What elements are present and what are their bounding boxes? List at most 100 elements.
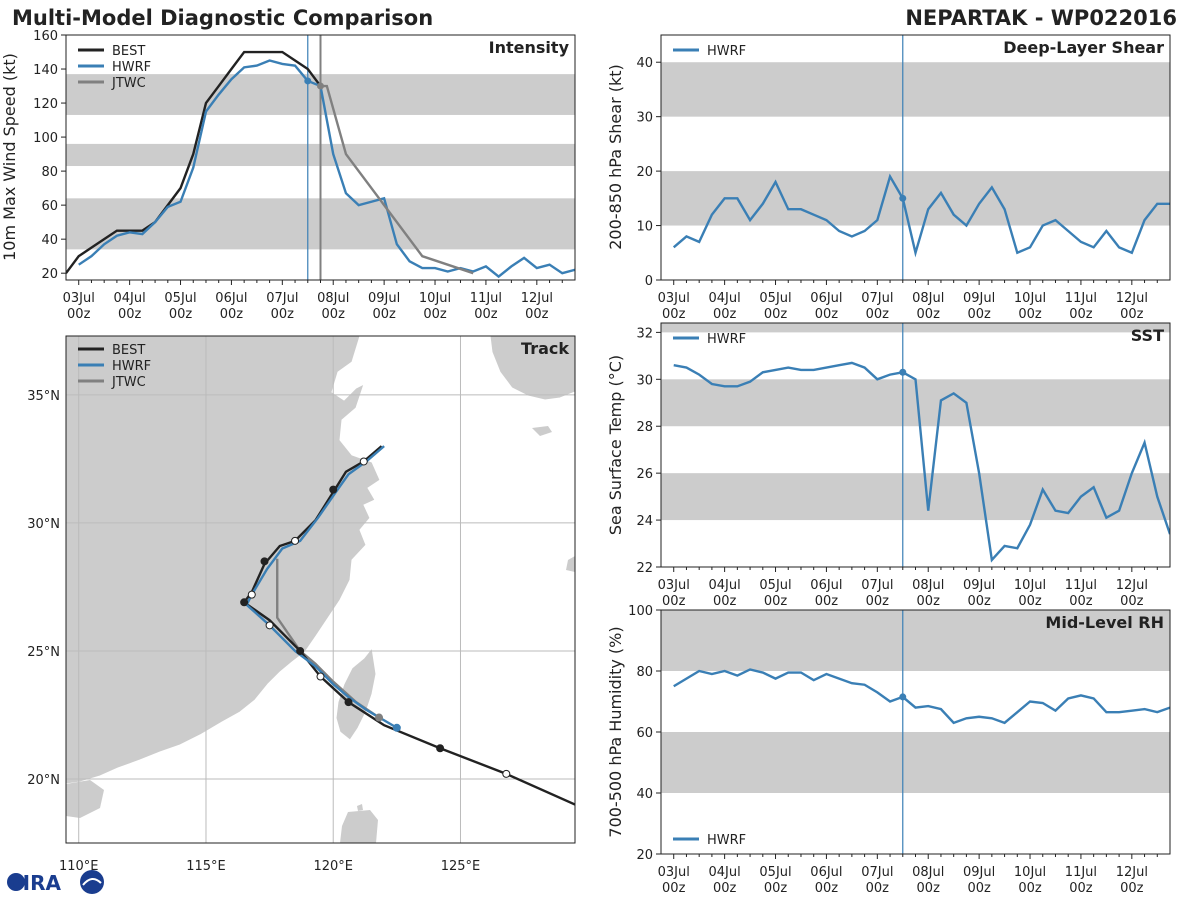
rh-xtick-sublabel: 00z [1120, 881, 1144, 896]
intensity-series-best [66, 50, 322, 274]
sst-xtick-label: 04Jul [709, 578, 741, 593]
rh-band [661, 610, 1170, 671]
track-point-best [240, 598, 249, 607]
intensity-xtick-label: 09Jul [368, 291, 400, 306]
logo-text: CIRA [8, 871, 62, 895]
track-point-best [247, 590, 256, 599]
intensity-xtick-label: 08Jul [317, 291, 349, 306]
rh-xtick-label: 11Jul [1065, 865, 1097, 880]
shear-xtick-label: 03Jul [658, 291, 690, 306]
rh-band [661, 732, 1170, 793]
shear-xtick-sublabel: 00z [917, 307, 941, 322]
rh-ytick-label: 60 [636, 726, 653, 741]
intensity-ytick-label: 40 [41, 233, 58, 248]
rh-xtick-sublabel: 00z [1069, 881, 1093, 896]
rh-series-hwrf [673, 668, 1170, 725]
intensity-series-jtwc [320, 84, 474, 275]
shear-xtick-sublabel: 00z [764, 307, 788, 322]
intensity-xtick-sublabel: 00z [372, 307, 396, 322]
sst-xtick-label: 11Jul [1065, 578, 1097, 593]
shear-ytick-label: 10 [636, 220, 653, 235]
intensity-xtick-sublabel: 00z [169, 307, 193, 322]
korea-land [489, 336, 575, 401]
sst-xtick-label: 08Jul [912, 578, 944, 593]
intensity-xtick-label: 04Jul [114, 291, 146, 306]
sst-frame [660, 322, 1171, 568]
shear-ytick-label: 30 [636, 111, 653, 126]
rh-xtick-label: 04Jul [709, 865, 741, 880]
intensity-ytick-label: 140 [33, 63, 58, 78]
shear-xtick-label: 07Jul [861, 291, 893, 306]
sst-series-hwrf [673, 361, 1170, 563]
rh-xtick-sublabel: 00z [917, 881, 941, 896]
sst-xtick-sublabel: 00z [662, 594, 686, 609]
jeju-land [532, 426, 552, 436]
shear-ylabel: 200-850 hPa Shear (kt) [606, 64, 625, 250]
sst-xtick-sublabel: 00z [1018, 594, 1042, 609]
intensity-xtick-label: 05Jul [164, 291, 196, 306]
rh-xtick-label: 09Jul [963, 865, 995, 880]
track-lon-label: 110°E [59, 859, 99, 874]
sst-xtick-label: 05Jul [759, 578, 791, 593]
shear-xtick-label: 04Jul [709, 291, 741, 306]
sst-xtick-label: 07Jul [861, 578, 893, 593]
legend-label-jtwc: JTWC [111, 76, 146, 91]
logo-wave-icon [82, 878, 102, 886]
rh-ytick-label: 100 [628, 604, 653, 619]
legend-label-hwrf: HWRF [707, 833, 746, 848]
shear-ytick-label: 20 [636, 165, 653, 180]
sst-ytick-label: 26 [636, 467, 653, 482]
shear-xtick-sublabel: 00z [1018, 307, 1042, 322]
shear-series-hwrf [672, 173, 1170, 258]
intensity-ytick-label: 60 [41, 199, 58, 214]
rh-xtick-label: 08Jul [912, 865, 944, 880]
intensity-xtick-label: 06Jul [215, 291, 247, 306]
shear-band [661, 62, 1170, 117]
logo-seal-icon [80, 870, 104, 894]
taiwan-land [335, 646, 377, 741]
intensity-ytick-label: 160 [33, 29, 58, 44]
sst-ytick-label: 24 [636, 514, 653, 529]
rh-xtick-sublabel: 00z [815, 881, 839, 896]
rh-xtick-sublabel: 00z [764, 881, 788, 896]
intensity-xtick-sublabel: 00z [67, 307, 91, 322]
legend-label-best: BEST [112, 44, 145, 59]
sst-xtick-label: 10Jul [1014, 578, 1046, 593]
track-point-best [344, 698, 353, 707]
rh-xtick-sublabel: 00z [713, 881, 737, 896]
intensity-series-hwrf-history [78, 59, 309, 266]
rh-xtick-label: 10Jul [1014, 865, 1046, 880]
map-land [66, 336, 575, 843]
sst-ytick-label: 22 [636, 561, 653, 576]
intensity-xtick-sublabel: 00z [423, 307, 447, 322]
sst-xtick-sublabel: 00z [764, 594, 788, 609]
intensity-xtick-sublabel: 00z [322, 307, 346, 322]
track-lat-label: 30°N [27, 517, 60, 532]
rh-xtick-sublabel: 00z [866, 881, 890, 896]
rh-xtick-label: 03Jul [658, 865, 690, 880]
sst-xtick-sublabel: 00z [967, 594, 991, 609]
shear-xtick-label: 11Jul [1065, 291, 1097, 306]
intensity-ytick-label: 120 [33, 97, 58, 112]
track-point-hwrf [392, 723, 401, 732]
rh-xtick-sublabel: 00z [1018, 881, 1042, 896]
track-point-best [316, 672, 325, 681]
sst-band [661, 473, 1170, 521]
sst-ylabel: Sea Surface Temp (°C) [606, 355, 625, 535]
rh-marker-hwrf [899, 693, 907, 701]
intensity-xtick-sublabel: 00z [525, 307, 549, 322]
sst-title: SST [1131, 326, 1164, 345]
shear-xtick-sublabel: 00z [1120, 307, 1144, 322]
intensity-xtick-label: 03Jul [63, 291, 95, 306]
legend-label-hwrf: HWRF [707, 332, 746, 347]
track-point-best [260, 557, 269, 566]
intensity-ytick-label: 100 [33, 131, 58, 146]
intensity-ytick-label: 20 [41, 267, 58, 282]
shear-ytick-label: 40 [636, 56, 653, 71]
intensity-xtick-sublabel: 00z [220, 307, 244, 322]
intensity-xtick-sublabel: 00z [271, 307, 295, 322]
rh-ytick-label: 40 [636, 787, 653, 802]
